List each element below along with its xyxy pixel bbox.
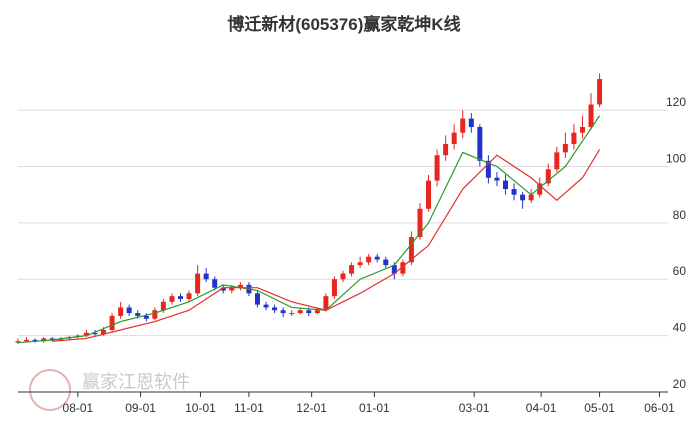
x-tick-label: 05-01 (584, 401, 615, 415)
candle-body (126, 307, 132, 314)
y-tick-label: 40 (673, 321, 687, 335)
candle-body (314, 310, 320, 314)
candle-body (280, 310, 286, 314)
candle-body (289, 313, 295, 315)
candle-body (41, 338, 47, 342)
candle-body (220, 287, 226, 291)
candle-body (571, 132, 577, 144)
x-tick-label: 01-01 (359, 401, 390, 415)
moving-average (52, 149, 601, 342)
y-tick-label: 120 (666, 95, 686, 109)
candle-body (297, 310, 303, 314)
candle-body (391, 265, 397, 274)
candle-body (254, 293, 260, 305)
candle-body (340, 273, 346, 280)
candle-body (451, 132, 457, 144)
candle-body (468, 118, 474, 128)
candle-body (408, 236, 414, 263)
y-tick-label: 80 (673, 208, 687, 222)
candle-body (195, 273, 201, 294)
candle-body (143, 315, 149, 319)
candle-body (186, 293, 192, 299)
x-tick-label: 12-01 (296, 401, 327, 415)
x-tick-label: 08-01 (63, 401, 94, 415)
candle-body (400, 262, 406, 274)
x-tick-label: 03-01 (459, 401, 490, 415)
candle-body (477, 127, 483, 161)
candle-body (528, 194, 534, 201)
watermark-logo (29, 369, 71, 411)
candle-body (32, 339, 38, 342)
candle-body (494, 177, 500, 181)
candle-body (520, 194, 526, 201)
candle-body (511, 189, 517, 195)
candle-body (434, 155, 440, 181)
candle-body (306, 310, 312, 314)
candle-body (366, 256, 372, 263)
candle-body (323, 296, 329, 311)
candle-body (426, 180, 432, 209)
y-tick-label: 60 (673, 264, 687, 278)
candle-body (15, 341, 21, 343)
candle-body (443, 143, 449, 156)
candle-body (49, 338, 55, 340)
watermark: 赢家江恩软件 (82, 371, 190, 392)
candle-body (229, 287, 235, 291)
moving-average (17, 115, 601, 344)
y-tick-label: 20 (673, 377, 687, 391)
candle-body (169, 296, 175, 302)
candle-body (357, 262, 363, 266)
candle-body (263, 304, 269, 308)
chart-title: 博迁新材(605376)赢家乾坤K线 (227, 14, 460, 34)
candle-body (374, 256, 380, 260)
candle-body (109, 315, 115, 330)
candle-body (83, 332, 89, 336)
candle-body (485, 160, 491, 178)
candle-body (272, 307, 278, 311)
candle-body (460, 118, 466, 133)
x-tick-label: 06-01 (644, 401, 675, 415)
x-tick-label: 04-01 (526, 401, 557, 415)
candle-body (135, 313, 141, 316)
candle-body (562, 143, 568, 153)
candle-body (203, 273, 209, 280)
candle-body (92, 332, 98, 335)
candle-body (118, 307, 124, 316)
x-tick-label: 11-01 (234, 401, 264, 415)
candle-body (101, 329, 107, 335)
candle-body (597, 79, 603, 105)
candle-body (160, 301, 166, 311)
x-tick-label: 10-01 (185, 401, 216, 415)
candle-body (24, 339, 30, 342)
candle-body (503, 180, 508, 190)
candle-body (579, 127, 585, 133)
x-tick-label: 09-01 (125, 401, 156, 415)
candle-body (383, 259, 389, 266)
candle-body (331, 279, 337, 297)
y-tick-label: 100 (666, 151, 686, 165)
candle-body (588, 104, 594, 128)
candle-body (545, 169, 551, 184)
candle-body (152, 310, 158, 319)
candle-body (212, 279, 218, 288)
candle-body (537, 183, 543, 195)
candle-body (178, 296, 183, 299)
candle-body (349, 265, 355, 274)
candle-body (417, 208, 423, 237)
candle-body (237, 284, 243, 288)
candle-body (554, 152, 560, 170)
